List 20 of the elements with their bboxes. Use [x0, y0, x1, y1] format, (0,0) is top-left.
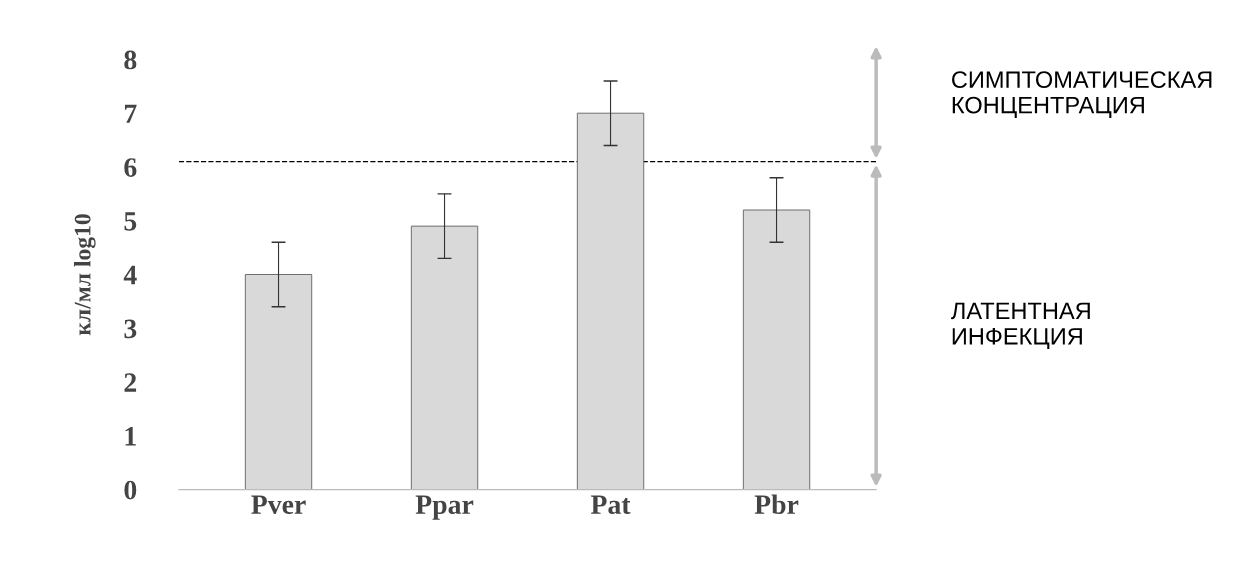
- y-axis-title: кл/мл log10: [74, 214, 96, 336]
- y-tick-label: 0: [124, 480, 137, 500]
- bar: [244, 274, 313, 490]
- x-tick-label: Pver: [251, 495, 306, 514]
- x-tick-label: Pat: [590, 495, 631, 514]
- y-tick-label: 4: [123, 265, 137, 285]
- bar: [576, 112, 645, 490]
- y-tick-label: 6: [124, 158, 137, 177]
- bar: [410, 225, 479, 490]
- bar: [742, 209, 811, 490]
- y-tick-label: 2: [124, 373, 137, 392]
- y-tick-label: 1: [125, 427, 136, 446]
- y-tick-label: 5: [124, 212, 137, 231]
- y-tick-label: 8: [124, 50, 137, 70]
- text: ЛАТЕНТНАЯ ИНФЕКЦИЯ: [951, 302, 1090, 350]
- x-tick-label: Ppar: [415, 495, 474, 520]
- x-tick-label: Pbr: [754, 494, 799, 514]
- y-tick-label: 3: [124, 319, 137, 339]
- text: СИМПТОМАТИЧЕСКАЯ КОНЦЕНТРАЦИЯ: [952, 71, 1212, 118]
- y-tick-label: 7: [124, 104, 137, 123]
